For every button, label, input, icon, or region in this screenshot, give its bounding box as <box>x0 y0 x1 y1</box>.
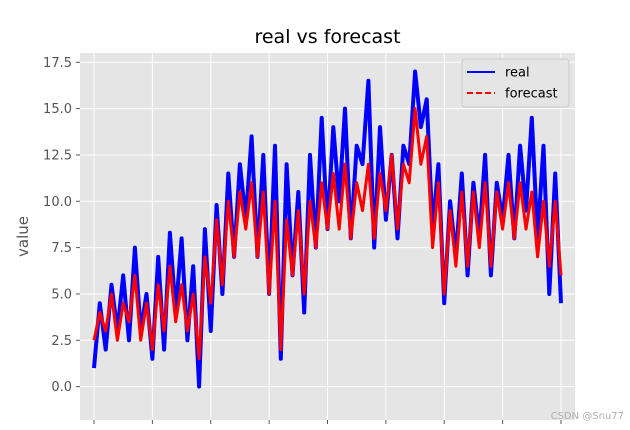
y-tick-label: 7.5 <box>51 241 72 256</box>
series-line-forecast <box>92 107 563 361</box>
y-tick-label: 17.5 <box>43 56 72 71</box>
y-tick-label: 15.0 <box>43 102 72 117</box>
x-axis-ticks <box>93 420 562 424</box>
legend-label-real: real <box>505 66 530 81</box>
y-tick-label: 0.0 <box>51 380 72 395</box>
y-tick-label: 12.5 <box>43 148 72 163</box>
y-axis-ticks: 0.0 2.5 5.0 7.5 10.0 12.5 15.0 17.5 <box>43 56 80 395</box>
legend: real forecast <box>461 58 570 108</box>
watermark: CSDN @Snu77 <box>550 411 624 422</box>
series-group <box>92 69 563 389</box>
chart-title: real vs forecast <box>254 26 400 48</box>
y-tick-label: 10.0 <box>43 195 72 210</box>
legend-label-forecast: forecast <box>505 87 558 102</box>
y-axis-label: value <box>14 216 32 257</box>
y-tick-label: 5.0 <box>51 287 72 302</box>
y-tick-label: 2.5 <box>51 334 72 349</box>
